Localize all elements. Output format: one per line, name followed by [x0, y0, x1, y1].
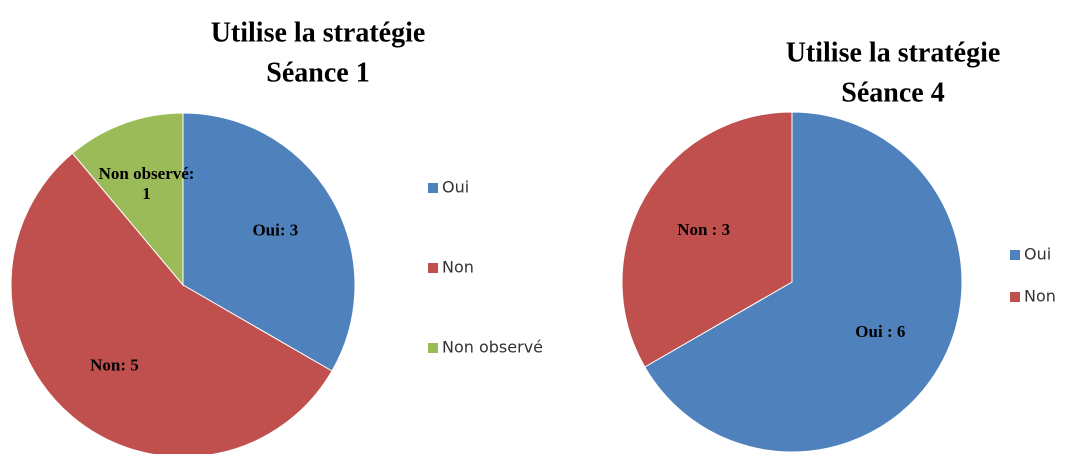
- legend-swatch: [428, 183, 438, 193]
- legend-label: Oui: [442, 178, 469, 197]
- data-label: Non observé: 1: [99, 164, 195, 203]
- legend-label: Oui: [1024, 245, 1051, 264]
- legend-swatch: [428, 343, 438, 353]
- data-label: Oui : 6: [855, 322, 905, 341]
- pie-slice: [621, 111, 793, 368]
- legend-swatch: [1010, 292, 1020, 302]
- pie-slice: [10, 152, 333, 454]
- pie-slice: [71, 112, 184, 287]
- chart-subtitle: Séance 4: [841, 77, 944, 108]
- legend-label: Non observé: [442, 338, 543, 357]
- legend-swatch: [1010, 250, 1020, 260]
- legend-label: Non: [442, 258, 474, 277]
- chart-title: Utilise la stratégie: [786, 37, 1001, 68]
- legend-swatch: [428, 263, 438, 273]
- pie-slice: [182, 112, 356, 372]
- chart-title: Utilise la stratégie: [211, 17, 426, 48]
- data-label: Oui: 3: [252, 221, 298, 240]
- chart-subtitle: Séance 1: [266, 57, 369, 88]
- legend-label: Non: [1024, 287, 1056, 306]
- pie-slice: [644, 111, 963, 453]
- data-label: Non : 3: [677, 220, 730, 239]
- data-label: Non: 5: [90, 356, 139, 375]
